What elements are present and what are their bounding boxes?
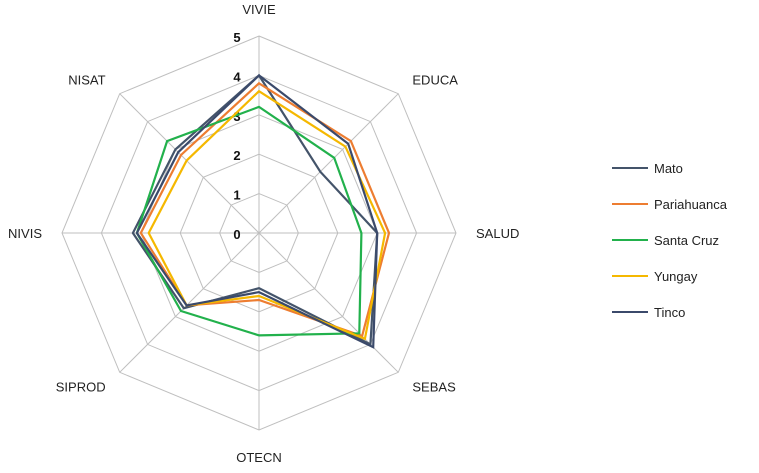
legend-label: Pariahuanca [654, 196, 727, 212]
legend-swatch [612, 203, 648, 205]
legend-swatch [612, 167, 648, 169]
tick-label-2: 2 [233, 148, 240, 163]
series-mato [131, 73, 379, 347]
legend-label: Mato [654, 160, 683, 176]
series-group [131, 73, 391, 349]
tick-label-3: 3 [233, 109, 240, 124]
legend-item: Tinco [612, 294, 759, 330]
category-labels: VIVIE EDUCA SALUD SEBAS OTECN SIPROD NIVIS NISA… [8, 2, 519, 465]
legend-label: Tinco [654, 304, 686, 320]
category-label-salud: SALUD [476, 226, 519, 241]
legend-item: Mato [612, 150, 759, 186]
series-santa-cruz [135, 105, 363, 337]
category-label-sebas: SEBAS [412, 379, 456, 394]
legend-swatch [612, 311, 648, 313]
legend-swatch [612, 239, 648, 241]
category-label-otecn: OTECN [236, 450, 282, 465]
radar-grid [61, 35, 457, 431]
tick-label-4: 4 [233, 69, 241, 84]
legend-item: Yungay [612, 258, 759, 294]
legend-label: Yungay [654, 268, 698, 284]
spoke-siprod [119, 232, 260, 373]
spoke-sebas [258, 232, 399, 373]
category-label-educa: EDUCA [412, 73, 458, 88]
category-label-nisat: NISAT [68, 73, 105, 88]
legend-swatch [612, 275, 648, 277]
series-tinco [135, 73, 379, 349]
legend-label: Santa Cruz [654, 232, 720, 248]
spoke-educa [258, 93, 399, 234]
radar-chart: 0 1 2 3 4 5 VIVIE EDUCA SALUD SEBAS OTECN SIPROD NI… [8, 2, 519, 465]
spoke-nisat [119, 93, 260, 234]
tick-label-1: 1 [233, 188, 240, 203]
category-label-nivis: NIVIS [8, 226, 42, 241]
legend-item: Pariahuanca [612, 186, 759, 222]
tick-label-5: 5 [233, 30, 240, 45]
category-label-siprod: SIPROD [56, 379, 106, 394]
series-pariahuanca [139, 81, 391, 338]
legend-item: Santa Cruz [612, 222, 759, 258]
radial-tick-labels: 0 1 2 3 4 5 [233, 30, 241, 242]
tick-label-0: 0 [233, 227, 240, 242]
category-label-vivie: VIVIE [242, 2, 276, 17]
legend: Mato Pariahuanca Santa Cruz Yungay Tinco [612, 150, 759, 330]
